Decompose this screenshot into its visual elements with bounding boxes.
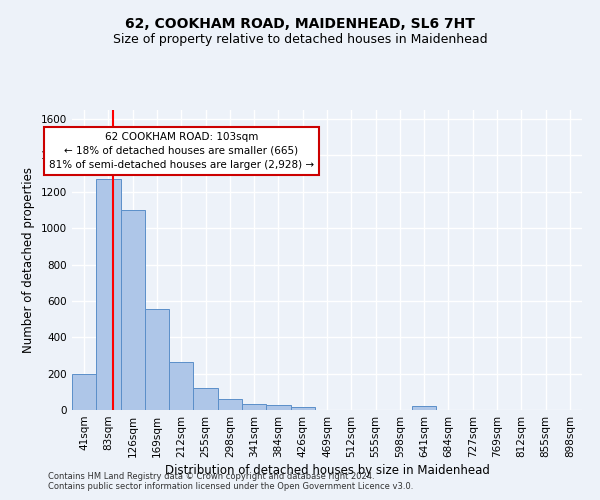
Text: Contains public sector information licensed under the Open Government Licence v3: Contains public sector information licen… [48, 482, 413, 491]
Bar [145, 309, 169, 410]
Y-axis label: Number of detached properties: Number of detached properties [22, 167, 35, 353]
Text: Size of property relative to detached houses in Maidenhead: Size of property relative to detached ho… [113, 32, 487, 46]
Bar [193, 388, 218, 410]
Bar [121, 210, 145, 410]
Bar [169, 362, 193, 410]
X-axis label: Distribution of detached houses by size in Maidenhead: Distribution of detached houses by size … [164, 464, 490, 477]
Bar [218, 399, 242, 410]
Bar [290, 406, 315, 410]
Text: Contains HM Land Registry data © Crown copyright and database right 2024.: Contains HM Land Registry data © Crown c… [48, 472, 374, 481]
Bar [266, 406, 290, 410]
Text: 62, COOKHAM ROAD, MAIDENHEAD, SL6 7HT: 62, COOKHAM ROAD, MAIDENHEAD, SL6 7HT [125, 18, 475, 32]
Text: 62 COOKHAM ROAD: 103sqm
← 18% of detached houses are smaller (665)
81% of semi-d: 62 COOKHAM ROAD: 103sqm ← 18% of detache… [49, 132, 314, 170]
Bar [242, 404, 266, 410]
Bar [412, 406, 436, 410]
Bar [96, 179, 121, 410]
Bar [72, 374, 96, 410]
